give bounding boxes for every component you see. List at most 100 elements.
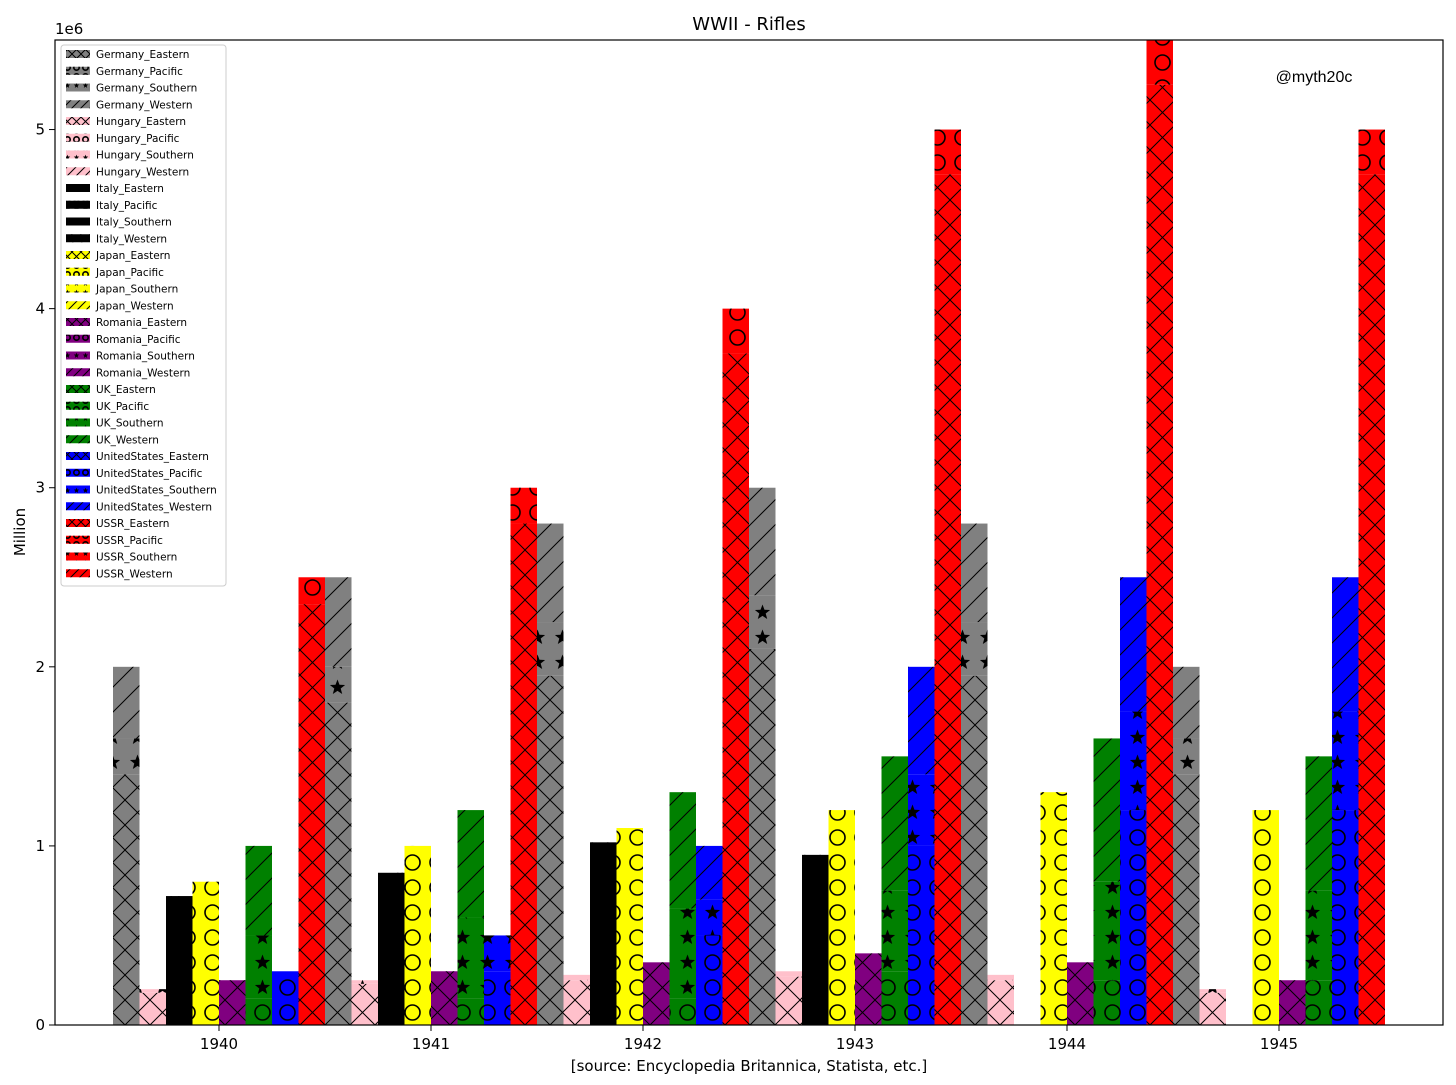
watermark-text: @myth20c	[1276, 69, 1353, 86]
legend-label-unitedstates_eastern: UnitedStates_Eastern	[96, 451, 209, 463]
bar-hatch-germany-southern-1945	[1173, 738, 1200, 775]
legend-label-romania_eastern: Romania_Eastern	[96, 317, 187, 329]
x-axis: 1940 1941 1942 1943 1944 1945	[200, 1025, 1298, 1053]
bar-hatch-ussr-pacific-1944	[1146, 40, 1173, 85]
legend-label-unitedstates_southern: UnitedStates_Southern	[96, 485, 217, 497]
bar-hatch-hungary-southern-1944	[987, 974, 1014, 981]
bar-hatch-germany-eastern-1940	[113, 774, 140, 1025]
bar-hatch-uk-western-1944	[1093, 738, 1120, 882]
bar-hatch-ussr-pacific-1942	[722, 308, 749, 354]
legend-swatch-hatch-unitedstates_eastern	[66, 452, 90, 460]
bar-hatch-unitedstates-western-1945	[1332, 577, 1359, 712]
legend-swatch-hatch-uk_eastern	[66, 385, 90, 393]
bar-hatch-unitedstates-southern-1945	[1332, 711, 1359, 811]
x-tick-label: 1944	[1048, 1035, 1086, 1053]
legend-swatch-hatch-italy_eastern	[66, 184, 90, 192]
x-tick-label: 1940	[200, 1035, 238, 1053]
bar-hatch-germany-western-1942	[537, 523, 564, 623]
bar-hatch-unitedstates-pacific-1941	[484, 971, 511, 1025]
bar-hatch-hungary-southern-1945	[1199, 989, 1226, 993]
bar-hatch-germany-eastern-1944	[961, 675, 988, 1025]
bar-hatch-italy-eastern-1942	[590, 842, 617, 1025]
legend-swatch-hatch-japan_western	[66, 301, 90, 310]
legend-label-ussr_pacific: USSR_Pacific	[96, 535, 163, 547]
bar-hatch-germany-southern-1941	[325, 666, 352, 703]
bar-hatch-japan-pacific-1944	[1040, 792, 1067, 1025]
legend-label-japan_southern: Japan_Southern	[95, 284, 178, 296]
bar-hatch-unitedstates-western-1942	[696, 845, 723, 900]
bar-hatch-unitedstates-southern-1942	[696, 899, 723, 936]
bar-hatch-unitedstates-pacific-1944	[1120, 810, 1147, 1025]
bar-hatch-unitedstates-pacific-1943	[908, 845, 935, 1025]
legend-swatch-hatch-romania_pacific	[66, 334, 90, 343]
x-tick-label: 1942	[624, 1035, 662, 1053]
bar-hatch-uk-southern-1944	[1093, 881, 1120, 981]
legend-swatch-hatch-italy_western	[66, 234, 90, 243]
y-tick-label: 1	[35, 837, 45, 855]
bar-hatch-germany-western-1940	[113, 666, 140, 739]
bar-hatch-hungary-eastern-1943	[775, 976, 802, 1025]
legend-label-germany_pacific: Germany_Pacific	[96, 66, 183, 78]
legend-swatch-hatch-uk_southern	[66, 418, 90, 427]
bar-hatch-ussr-pacific-1945	[1358, 129, 1385, 175]
legend-label-unitedstates_pacific: UnitedStates_Pacific	[96, 468, 203, 480]
legend-swatch-hatch-hungary_pacific	[66, 133, 90, 142]
legend-swatch-hatch-germany_eastern	[66, 50, 90, 58]
legend-swatch-hatch-germany_southern	[66, 83, 90, 92]
bar-hatch-germany-western-1941	[325, 577, 352, 667]
legend-swatch-hatch-japan_pacific	[66, 267, 90, 276]
bar-hatch-uk-western-1942	[669, 792, 696, 909]
bar-hatch-romania-eastern-1943	[855, 953, 882, 1025]
bar-hatch-hungary-eastern-1942	[563, 980, 590, 1025]
bar-hatch-romania-eastern-1944	[1067, 962, 1094, 1025]
bar-hatch-italy-eastern-1943	[802, 854, 829, 1025]
legend-label-uk_pacific: UK_Pacific	[96, 401, 149, 413]
bar-hatch-germany-southern-1944	[961, 622, 988, 676]
bar-hatch-japan-pacific-1942	[616, 828, 643, 1025]
bar-hatch-japan-pacific-1940	[192, 881, 219, 1025]
bar-hatch-ussr-pacific-1943	[934, 129, 961, 175]
bar-hatch-uk-southern-1943	[881, 890, 908, 972]
bar-hatch-italy-eastern-1941	[378, 872, 405, 1025]
bar-hatch-ussr-eastern-1940	[298, 604, 325, 1025]
legend-swatch-hatch-japan_eastern	[66, 251, 90, 259]
legend-label-hungary_pacific: Hungary_Pacific	[96, 133, 180, 145]
legend-box	[60, 44, 227, 587]
legend-label-uk_eastern: UK_Eastern	[96, 384, 156, 396]
x-axis-label: [source: Encyclopedia Britannica, Statis…	[571, 1057, 927, 1075]
bar-hatch-hungary-eastern-1941	[351, 983, 378, 1025]
bar-hatch-ussr-eastern-1941	[510, 523, 537, 1025]
legend-label-hungary_eastern: Hungary_Eastern	[96, 116, 186, 128]
legend-swatch-hatch-japan_southern	[66, 284, 90, 293]
bar-hatch-unitedstates-pacific-1940	[272, 971, 299, 1025]
legend-swatch-hatch-romania_western	[66, 368, 90, 377]
legend-swatch-hatch-italy_southern	[66, 217, 90, 226]
legend-label-ussr_eastern: USSR_Eastern	[96, 518, 169, 530]
legend-label-unitedstates_western: UnitedStates_Western	[96, 501, 212, 513]
bar-hatch-ussr-eastern-1945	[1358, 174, 1385, 1025]
bar-hatch-uk-pacific-1943	[881, 971, 908, 1025]
legend-swatch-hatch-uk_pacific	[66, 401, 90, 410]
bar-hatch-germany-eastern-1942	[537, 675, 564, 1025]
y-tick-label: 4	[35, 300, 45, 318]
bar-hatch-unitedstates-southern-1941	[484, 935, 511, 972]
bar-hatch-uk-western-1940	[245, 845, 272, 936]
legend-swatch-hatch-unitedstates_southern	[66, 485, 90, 494]
bar-hatch-hungary-eastern-1940	[139, 992, 166, 1025]
legend-label-japan_pacific: Japan_Pacific	[95, 267, 164, 279]
legend-label-romania_pacific: Romania_Pacific	[96, 334, 181, 346]
bar-hatch-germany-western-1945	[1173, 666, 1200, 739]
legend-swatch-hatch-romania_southern	[66, 351, 90, 360]
bar-hatch-germany-western-1944	[961, 523, 988, 623]
bar-hatch-uk-pacific-1941	[457, 998, 484, 1025]
bar-hatch-uk-southern-1940	[245, 935, 272, 999]
legend-swatch-hatch-ussr_eastern	[66, 519, 90, 527]
bar-hatch-romania-eastern-1941	[431, 971, 458, 1025]
legend-label-germany_southern: Germany_Southern	[96, 83, 197, 95]
legend-label-hungary_southern: Hungary_Southern	[96, 150, 194, 162]
legend-label-germany_western: Germany_Western	[96, 99, 193, 111]
bar-hatch-ussr-eastern-1944	[1146, 84, 1173, 1025]
bar-hatch-uk-pacific-1942	[669, 998, 696, 1025]
y-scale-label: 1e6	[55, 20, 83, 38]
legend-label-hungary_western: Hungary_Western	[96, 166, 189, 178]
